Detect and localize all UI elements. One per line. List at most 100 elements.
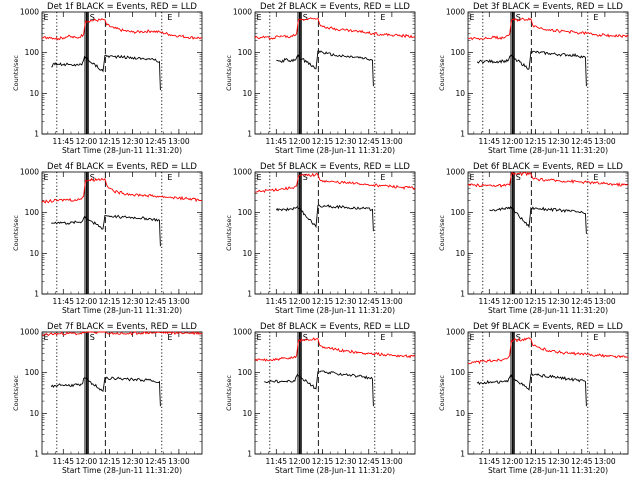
x-tick-label: 11:45 xyxy=(265,297,287,306)
lld-series-line xyxy=(468,17,629,41)
x-tick-label: 12:15 xyxy=(312,137,334,146)
saa-marker-label: S xyxy=(516,173,521,182)
y-tick-label: 1000 xyxy=(233,328,252,337)
saa-marker-label: S xyxy=(516,13,521,22)
x-axis-label: Start Time (28-Jun-11 11:31:20) xyxy=(488,146,608,155)
x-tick-label: 12:00 xyxy=(76,297,98,306)
x-tick-label: 12:30 xyxy=(548,297,570,306)
y-tick-label: 100 xyxy=(25,368,40,377)
plot-frame xyxy=(467,331,629,455)
lld-series-line xyxy=(41,18,203,41)
lld-series-line xyxy=(41,331,203,337)
panel-det-6: Det 6f BLACK = Events, RED = LLD 1 10 100 10… xyxy=(438,162,629,315)
x-axis-label: Start Time (28-Jun-11 11:31:20) xyxy=(62,146,182,155)
x-tick-label: 13:00 xyxy=(594,297,616,306)
y-tick-label: 1 xyxy=(460,290,465,299)
y-tick-label: 100 xyxy=(238,48,253,57)
x-tick-label: 12:45 xyxy=(571,457,593,466)
y-tick-label: 10 xyxy=(29,409,39,418)
x-tick-label: 12:30 xyxy=(122,457,144,466)
lld-series-line xyxy=(467,337,628,365)
y-axis-label: Counts/sec xyxy=(12,215,20,251)
y-tick-label: 1000 xyxy=(20,8,39,17)
events-series-line xyxy=(276,50,374,87)
x-tick-label: 12:15 xyxy=(525,457,547,466)
y-tick-label: 1000 xyxy=(20,328,39,337)
x-tick-label: 12:15 xyxy=(99,137,121,146)
y-tick-label: 10 xyxy=(242,249,252,258)
y-tick-label: 10 xyxy=(455,409,465,418)
y-tick-label: 10 xyxy=(455,89,465,98)
y-tick-label: 100 xyxy=(238,208,253,217)
x-tick-label: 12:00 xyxy=(502,297,524,306)
chart-title: Det 7f BLACK = Events, RED = LLD xyxy=(47,322,197,332)
y-tick-label: 1 xyxy=(460,450,465,459)
y-axis-label: Counts/sec xyxy=(225,375,233,411)
y-tick-label: 100 xyxy=(25,208,40,217)
saa-marker-label: S xyxy=(303,13,308,22)
x-tick-label: 12:15 xyxy=(312,297,334,306)
x-tick-label: 12:00 xyxy=(289,137,311,146)
x-tick-label: 13:00 xyxy=(168,137,190,146)
x-axis-label: Start Time (28-Jun-11 11:31:20) xyxy=(488,466,608,475)
end-marker-label: E xyxy=(167,173,172,182)
lld-series-line xyxy=(254,17,416,40)
events-series-line xyxy=(476,373,587,407)
y-tick-label: 1 xyxy=(247,450,252,459)
events-series-line xyxy=(476,50,587,87)
start-marker-label: E xyxy=(470,13,475,22)
x-tick-label: 12:30 xyxy=(122,137,144,146)
y-tick-label: 1 xyxy=(34,450,39,459)
lld-series-line xyxy=(254,337,416,362)
y-axis-label: Counts/sec xyxy=(12,375,20,411)
x-tick-label: 11:45 xyxy=(52,297,74,306)
x-axis-label: Start Time (28-Jun-11 11:31:20) xyxy=(62,306,182,315)
y-tick-label: 1000 xyxy=(233,8,252,17)
x-tick-label: 12:15 xyxy=(99,457,121,466)
plot-frame xyxy=(254,331,416,455)
start-marker-label: E xyxy=(257,333,262,342)
start-marker-label: E xyxy=(257,173,262,182)
x-tick-label: 12:45 xyxy=(571,297,593,306)
x-axis-label: Start Time (28-Jun-11 11:31:20) xyxy=(488,306,608,315)
x-tick-label: 12:15 xyxy=(525,297,547,306)
panel-det-7: Det 7f BLACK = Events, RED = LLD 1 10 100 10… xyxy=(12,322,203,475)
lld-series-line xyxy=(467,171,629,188)
x-tick-label: 12:45 xyxy=(358,297,380,306)
y-tick-label: 1 xyxy=(34,130,39,139)
x-tick-label: 13:00 xyxy=(381,457,403,466)
y-axis-label: Counts/sec xyxy=(225,215,233,251)
panel-det-2: Det 2f BLACK = Events, RED = LLD 1 10 100 10… xyxy=(225,2,416,155)
chart-title: Det 8f BLACK = Events, RED = LLD xyxy=(260,322,410,332)
panel-det-1: Det 1f BLACK = Events, RED = LLD 1 10 100 10… xyxy=(12,2,203,155)
x-tick-label: 11:45 xyxy=(52,457,74,466)
y-tick-label: 1000 xyxy=(446,328,465,337)
chart-title: Det 9f BLACK = Events, RED = LLD xyxy=(473,322,623,332)
chart-title: Det 5f BLACK = Events, RED = LLD xyxy=(260,162,410,172)
saa-marker-label: S xyxy=(516,333,521,342)
end-marker-label: E xyxy=(167,13,172,22)
x-tick-label: 12:15 xyxy=(99,297,121,306)
saa-marker-label: S xyxy=(303,333,308,342)
x-tick-label: 12:30 xyxy=(335,137,357,146)
panel-det-4: Det 4f BLACK = Events, RED = LLD 1 10 100 10… xyxy=(12,162,203,315)
panel-det-9: Det 9f BLACK = Events, RED = LLD 1 10 100 10… xyxy=(438,322,629,475)
x-tick-label: 12:45 xyxy=(358,137,380,146)
x-tick-label: 12:30 xyxy=(335,457,357,466)
chart-title: Det 2f BLACK = Events, RED = LLD xyxy=(260,2,410,12)
y-tick-label: 100 xyxy=(238,368,253,377)
start-marker-label: E xyxy=(44,333,49,342)
x-tick-label: 12:00 xyxy=(502,137,524,146)
y-tick-label: 100 xyxy=(451,368,466,377)
saa-marker-label: S xyxy=(90,173,95,182)
chart-title: Det 3f BLACK = Events, RED = LLD xyxy=(473,2,623,12)
y-axis-label: Counts/sec xyxy=(438,375,446,411)
y-axis-label: Counts/sec xyxy=(12,55,20,91)
plot-frame xyxy=(41,171,203,295)
x-tick-label: 12:45 xyxy=(145,457,167,466)
x-tick-label: 13:00 xyxy=(168,297,190,306)
y-tick-label: 1000 xyxy=(446,168,465,177)
x-tick-label: 11:45 xyxy=(265,457,287,466)
x-tick-label: 12:00 xyxy=(289,297,311,306)
